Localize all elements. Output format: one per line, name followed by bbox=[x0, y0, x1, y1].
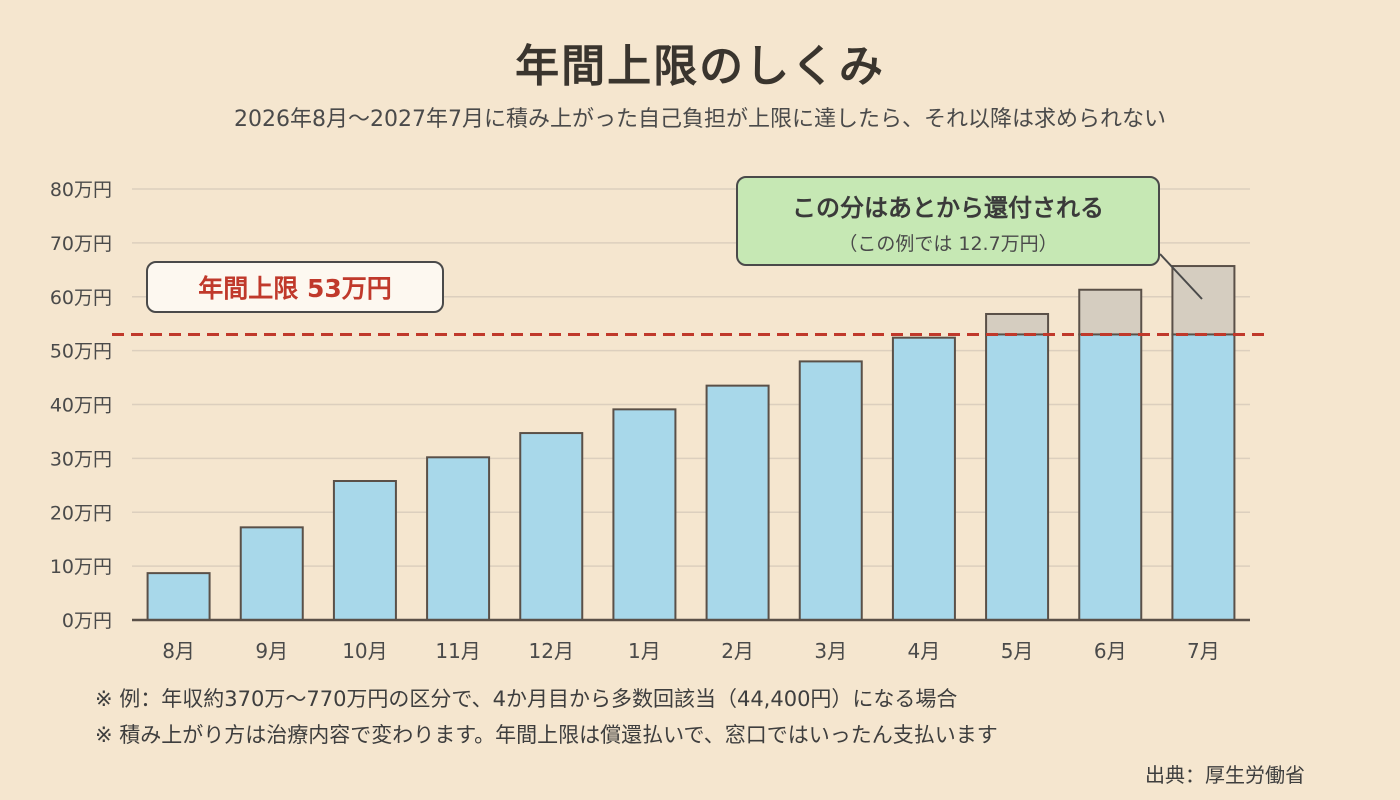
bar bbox=[985, 333, 1050, 621]
bars bbox=[146, 265, 1236, 622]
y-tick-label: 10万円 bbox=[50, 556, 112, 578]
refund-callout: この分はあとから還付される （この例では 12.7万円） bbox=[736, 176, 1160, 266]
chart-title: 年間上限のしくみ bbox=[515, 41, 885, 92]
x-tick-label: 6月 bbox=[1094, 639, 1127, 663]
x-tick-label: 11月 bbox=[435, 639, 480, 663]
bar bbox=[705, 384, 770, 621]
footnote-caveat: ※ 積み上がり方は治療内容で変わります。年間上限は償還払いで、窓口ではいったん支… bbox=[95, 723, 998, 747]
y-tick-label: 40万円 bbox=[50, 395, 112, 417]
annual-cap-label: 年間上限 53万円 bbox=[146, 261, 444, 313]
footnote-example: ※ 例：年収約370万〜770万円の区分で、4か月目から多数回該当（44,400… bbox=[95, 687, 958, 711]
bar bbox=[332, 480, 397, 621]
excess-segment bbox=[985, 312, 1050, 336]
y-tick-label: 0万円 bbox=[62, 610, 112, 632]
y-axis-ticks: 0万円 10万円 20万円 30万円 40万円 50万円 60万円 70万円 80万円 bbox=[50, 179, 112, 632]
chart-subtitle: 2026年8月〜2027年7月に積み上がった自己負担が上限に達したら、それ以降は… bbox=[234, 107, 1166, 132]
annual-cap-text: 年間上限 53万円 bbox=[198, 274, 392, 303]
x-tick-label: 4月 bbox=[908, 639, 941, 663]
x-tick-label: 9月 bbox=[255, 639, 288, 663]
x-tick-label: 8月 bbox=[162, 639, 195, 663]
x-tick-label: 7月 bbox=[1187, 639, 1220, 663]
bar bbox=[1171, 333, 1236, 621]
bar bbox=[146, 572, 211, 621]
x-tick-label: 2月 bbox=[721, 639, 754, 663]
bar bbox=[612, 408, 677, 621]
bar bbox=[519, 432, 584, 621]
refund-callout-title: この分はあとから還付される bbox=[792, 194, 1104, 222]
refund-callout-amount: （この例では 12.7万円） bbox=[838, 233, 1058, 255]
y-tick-label: 20万円 bbox=[50, 502, 112, 524]
source-credit: 出典：厚生労働省 bbox=[1145, 763, 1305, 787]
y-tick-label: 50万円 bbox=[50, 341, 112, 363]
y-tick-label: 60万円 bbox=[50, 287, 112, 309]
bar bbox=[1078, 333, 1143, 621]
y-tick-label: 30万円 bbox=[50, 448, 112, 470]
bar bbox=[239, 526, 304, 622]
bar bbox=[426, 456, 491, 621]
x-tick-label: 3月 bbox=[814, 639, 847, 663]
x-tick-label: 10月 bbox=[342, 639, 387, 663]
refund-pointer-line bbox=[1159, 253, 1203, 300]
x-tick-label: 1月 bbox=[628, 639, 661, 663]
excess-segment bbox=[1078, 288, 1143, 336]
bar bbox=[798, 360, 863, 621]
bar bbox=[891, 336, 956, 621]
y-tick-label: 70万円 bbox=[50, 233, 112, 255]
x-axis-ticks: 8月 9月 10月 11月 12月 1月 2月 3月 4月 5月 6月 7月 bbox=[162, 639, 1220, 663]
x-tick-label: 5月 bbox=[1001, 639, 1034, 663]
y-tick-label: 80万円 bbox=[50, 179, 112, 201]
x-tick-label: 12月 bbox=[529, 639, 574, 663]
